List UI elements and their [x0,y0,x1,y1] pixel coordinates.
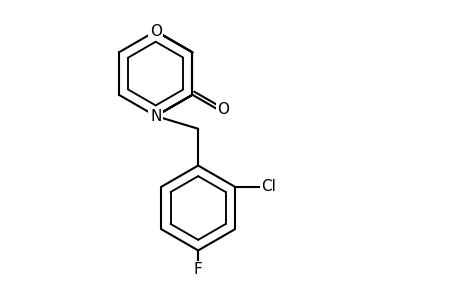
Text: Cl: Cl [261,179,276,194]
Text: F: F [193,262,202,277]
Text: O: O [149,24,162,39]
Text: N: N [150,109,161,124]
Text: O: O [217,102,229,117]
